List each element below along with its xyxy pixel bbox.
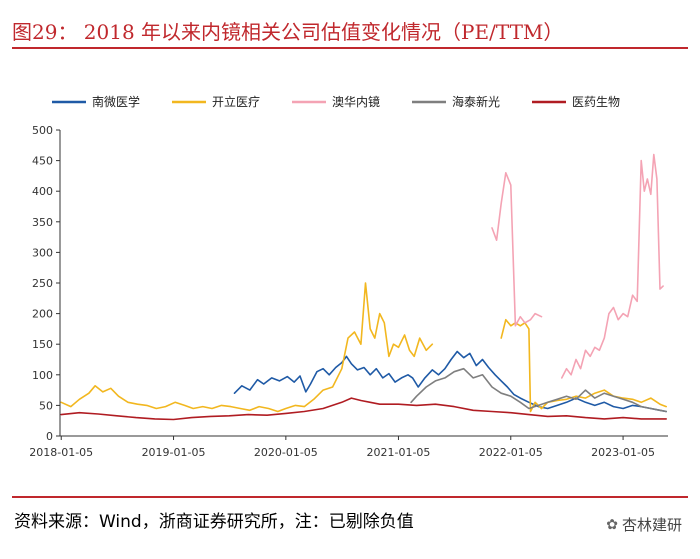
y-tick-label: 450 (32, 155, 53, 168)
series-line-南微医学 (233, 350, 668, 413)
axes: 0 50 100 150 200 250 300 350 400 450 500 2018-01-05… (29, 124, 668, 459)
watermark-text: 杏林建研 (621, 516, 682, 534)
bottom-divider (12, 496, 688, 498)
x-tick-label: 2019-01-05 (142, 446, 206, 459)
x-tick-label: 2022-01-05 (479, 446, 543, 459)
wechat-icon: ✿ (606, 516, 618, 533)
legend-label-南微医学: 南微医学 (92, 94, 140, 109)
y-tick-label: 100 (32, 369, 53, 382)
legend-label-开立医疗: 开立医疗 (212, 94, 260, 109)
y-tick-label: 350 (32, 216, 53, 229)
y-tick-label: 300 (32, 246, 53, 259)
legend-label-澳华内镜: 澳华内镜 (332, 94, 380, 109)
top-divider (12, 47, 688, 49)
source-note: 资料来源：Wind，浙商证券研究所，注：已剔除负值 (14, 512, 414, 532)
y-tick-label: 0 (46, 430, 53, 443)
y-tick-label: 150 (32, 338, 53, 351)
series-line-澳华内镜 (560, 153, 664, 379)
x-tick-label: 2023-01-05 (591, 446, 655, 459)
series-layer (60, 153, 668, 421)
legend-label-医药生物: 医药生物 (572, 95, 620, 109)
chart-title: 图29： 2018 年以来内镜相关公司估值变化情况（PE/TTM） (12, 20, 564, 44)
x-tick-label: 2021-01-05 (366, 446, 430, 459)
y-tick-label: 200 (32, 308, 53, 321)
y-tick-label: 50 (39, 399, 53, 412)
x-tick-label: 2020-01-05 (254, 446, 318, 459)
series-line-医药生物 (60, 397, 668, 421)
legend: 南微医学 开立医疗 澳华内镜 海泰新光 医药生物 (52, 94, 620, 109)
y-tick-label: 500 (32, 124, 53, 137)
y-tick-label: 250 (32, 277, 53, 290)
x-tick-label: 2018-01-05 (29, 446, 93, 459)
watermark: ✿ 杏林建研 (606, 514, 682, 535)
series-line-开立医疗 (60, 282, 434, 413)
y-tick-label: 400 (32, 185, 53, 198)
series-line-开立医疗 (500, 318, 668, 413)
series-line-澳华内镜 (491, 172, 543, 327)
pe-line-chart: 南微医学 开立医疗 澳华内镜 海泰新光 医药生物 0 50 100 150 200 250 300 3… (29, 94, 668, 459)
series-line-海泰新光 (410, 367, 668, 413)
legend-label-海泰新光: 海泰新光 (452, 94, 500, 109)
